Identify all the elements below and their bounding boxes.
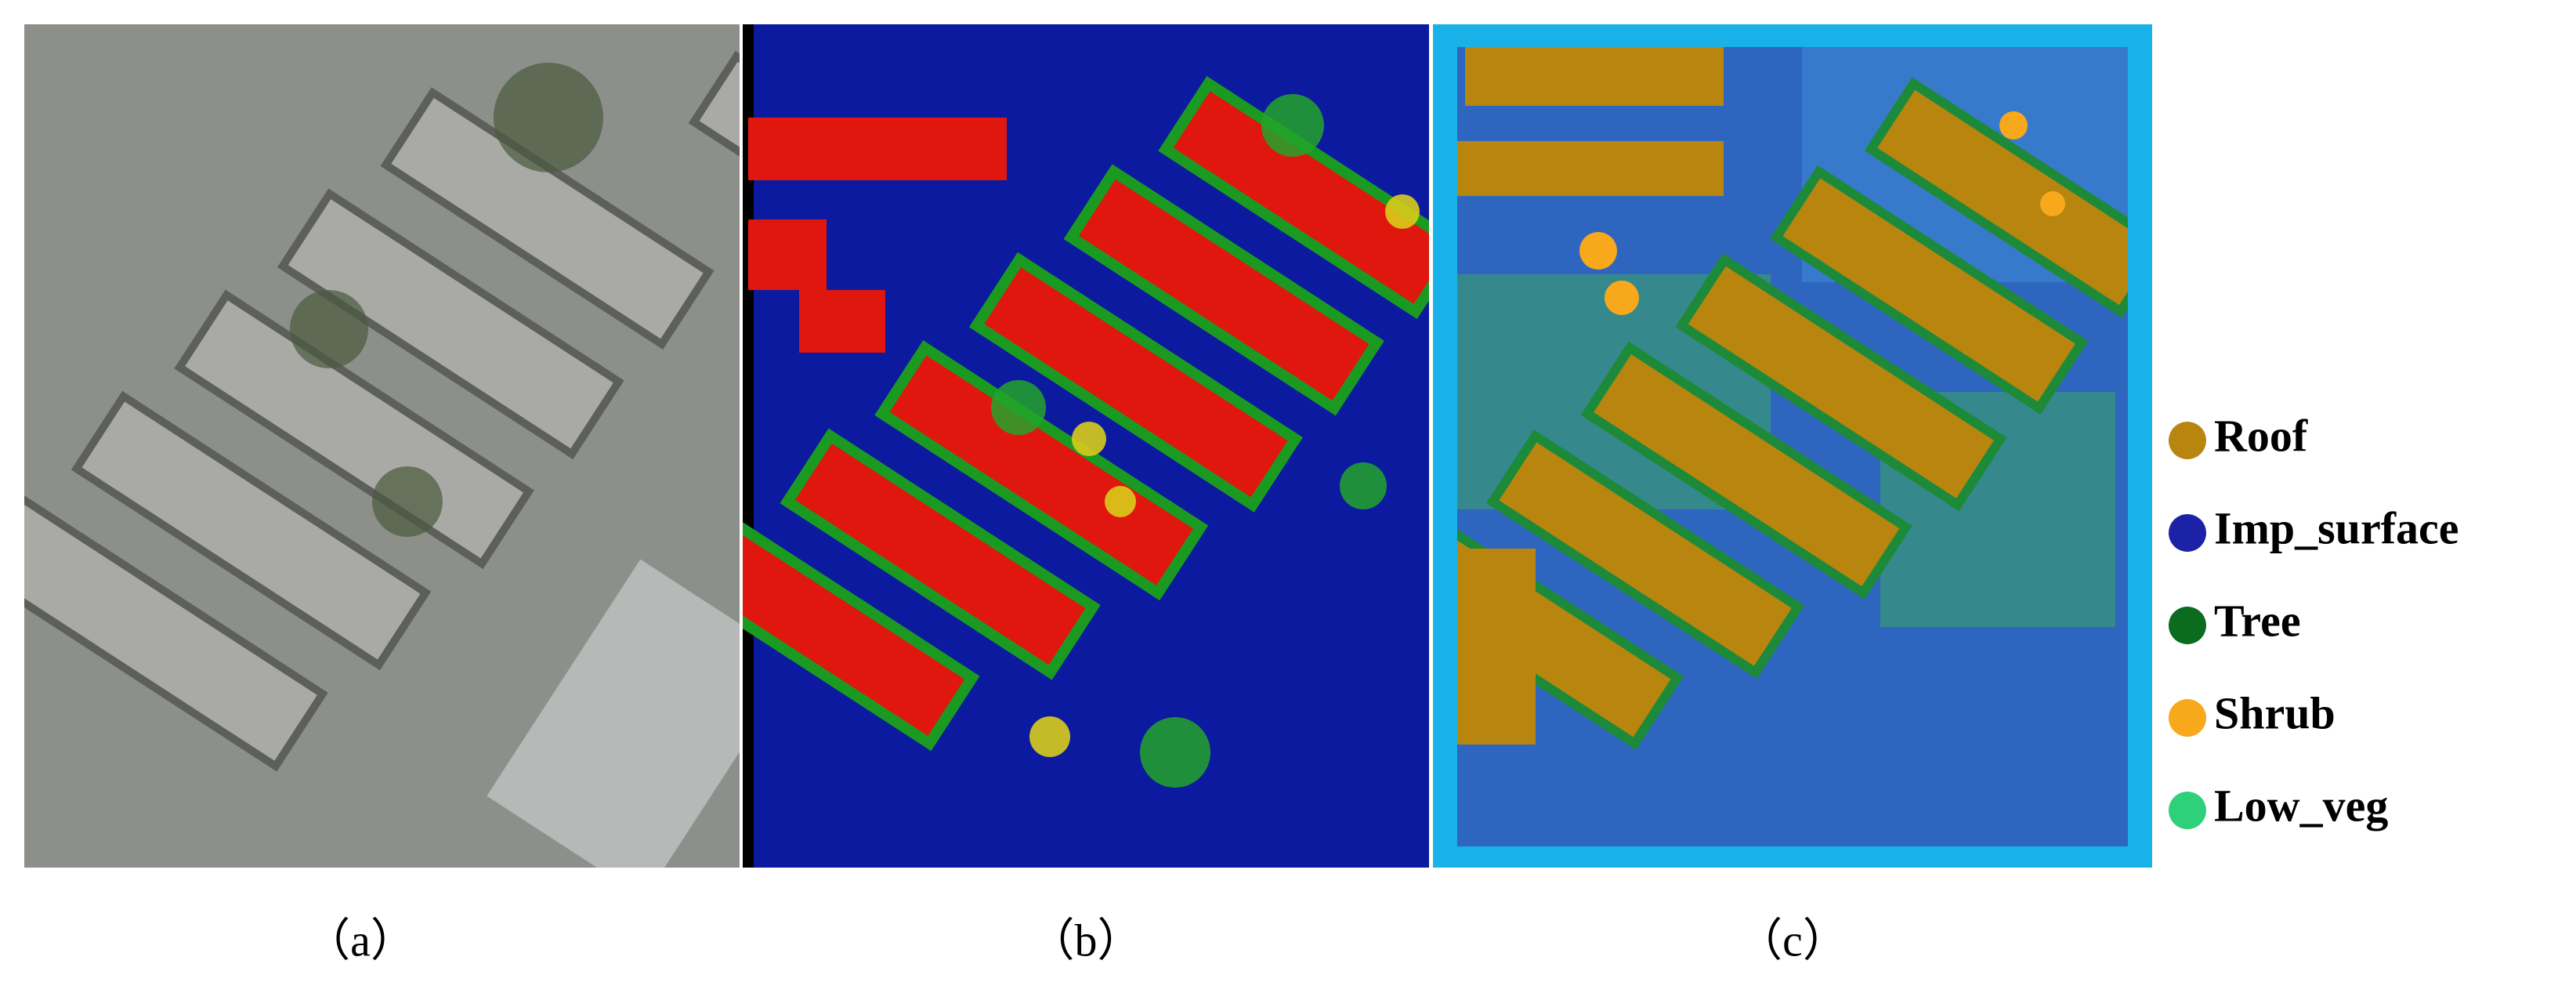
panel-label: （b） xyxy=(1029,915,1142,966)
panel-label: （c） xyxy=(1737,915,1848,966)
legend-swatch xyxy=(2169,514,2206,552)
legend-label: Roof xyxy=(2214,410,2308,461)
legend-label: Imp_surface xyxy=(2214,502,2459,553)
panel-b-image xyxy=(743,24,1429,868)
legend-label: Tree xyxy=(2214,595,2301,646)
legend-swatch xyxy=(2169,792,2206,829)
legend-swatch xyxy=(2169,422,2206,459)
legend-swatch xyxy=(2169,607,2206,644)
legend-label: Low_veg xyxy=(2214,780,2388,831)
legend-label: Shrub xyxy=(2214,687,2335,738)
panel-label: （a） xyxy=(305,915,416,966)
legend-swatch xyxy=(2169,699,2206,737)
panel-a-image xyxy=(24,24,740,868)
panel-c-image xyxy=(1457,47,2128,846)
